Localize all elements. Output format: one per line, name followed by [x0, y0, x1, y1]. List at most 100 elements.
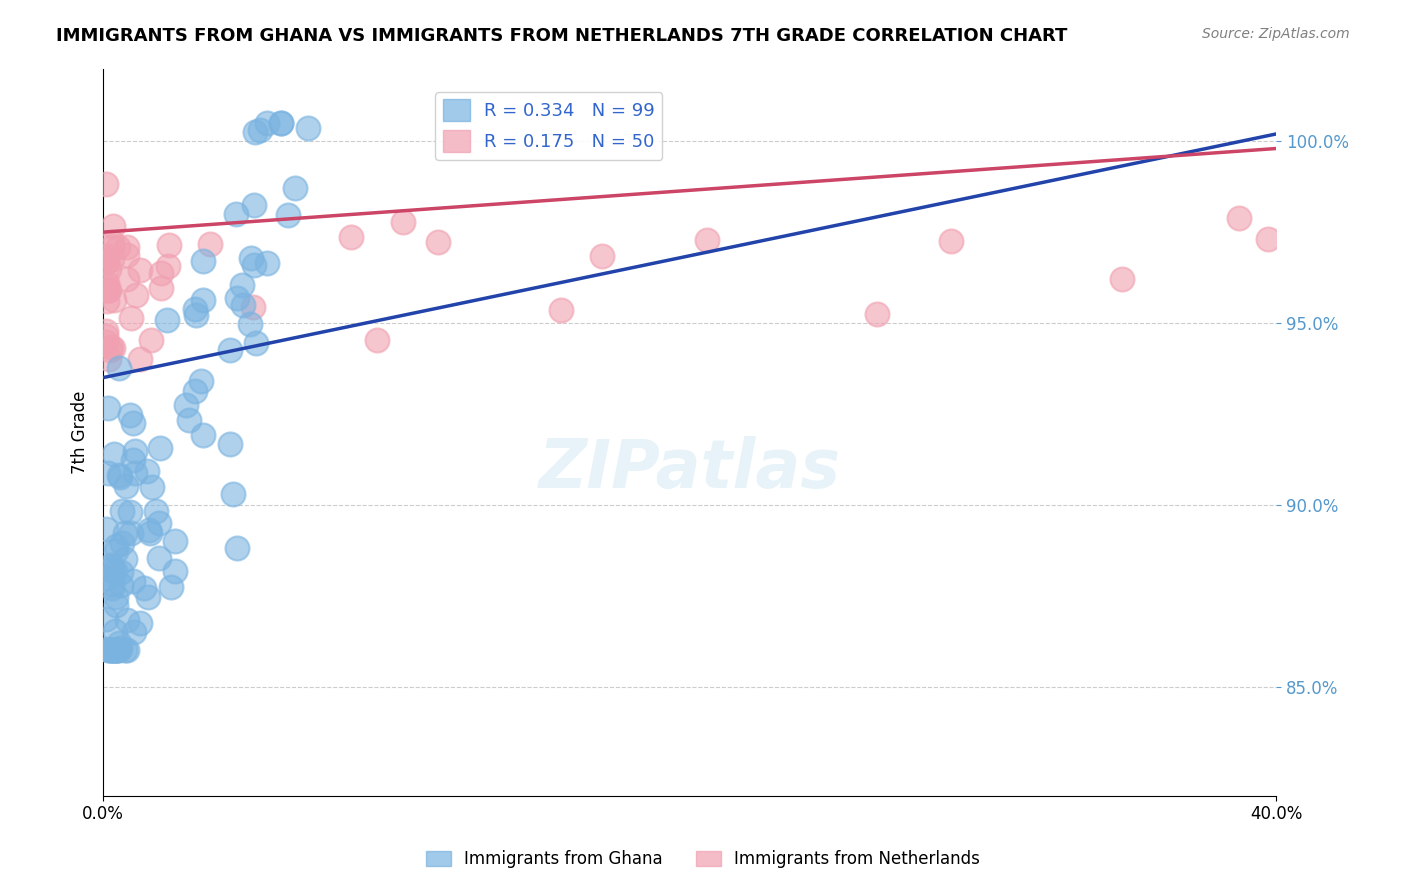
Point — [550, 302, 572, 317]
Point — [100, 643, 122, 657]
Point — [105, 643, 128, 657]
Point — [104, 624, 127, 639]
Point — [103, 447, 125, 461]
Point — [124, 443, 146, 458]
Point — [115, 643, 138, 657]
Point — [94, 334, 117, 349]
Point — [120, 505, 142, 519]
Y-axis label: 7th Grade: 7th Grade — [72, 391, 89, 474]
Point — [141, 333, 163, 347]
Point — [136, 590, 159, 604]
Point — [129, 616, 152, 631]
Point — [191, 293, 214, 307]
Point — [120, 311, 142, 326]
Point — [128, 352, 150, 367]
Point — [134, 581, 156, 595]
Point — [122, 624, 145, 639]
Legend: Immigrants from Ghana, Immigrants from Netherlands: Immigrants from Ghana, Immigrants from N… — [419, 844, 987, 875]
Point — [243, 258, 266, 272]
Point — [101, 560, 124, 574]
Point — [115, 613, 138, 627]
Point — [97, 401, 120, 415]
Point — [1227, 211, 1250, 225]
Point — [98, 343, 121, 357]
Point — [94, 642, 117, 657]
Point — [136, 465, 159, 479]
Point — [232, 298, 254, 312]
Point — [94, 329, 117, 343]
Point — [157, 238, 180, 252]
Point — [108, 643, 131, 657]
Point — [243, 125, 266, 139]
Point — [96, 294, 118, 309]
Point — [392, 215, 415, 229]
Point — [107, 467, 129, 482]
Point — [100, 340, 122, 354]
Point — [256, 256, 278, 270]
Point — [297, 120, 319, 135]
Point — [149, 441, 172, 455]
Point — [94, 277, 117, 292]
Point — [159, 580, 181, 594]
Point — [191, 254, 214, 268]
Point — [141, 480, 163, 494]
Point — [226, 291, 249, 305]
Point — [239, 317, 262, 331]
Point — [114, 526, 136, 541]
Point — [114, 643, 136, 657]
Point — [222, 487, 245, 501]
Point — [198, 237, 221, 252]
Point — [94, 522, 117, 536]
Point — [96, 255, 118, 269]
Point — [120, 526, 142, 541]
Point — [249, 122, 271, 136]
Point — [340, 230, 363, 244]
Point — [122, 416, 145, 430]
Point — [174, 398, 197, 412]
Point — [105, 598, 128, 612]
Point — [97, 283, 120, 297]
Point — [139, 526, 162, 541]
Point — [98, 563, 121, 577]
Point — [145, 504, 167, 518]
Point — [94, 256, 117, 270]
Text: ZIPatlas: ZIPatlas — [538, 435, 841, 501]
Point — [939, 235, 962, 249]
Point — [696, 233, 718, 247]
Point — [122, 574, 145, 588]
Point — [107, 636, 129, 650]
Point — [284, 181, 307, 195]
Point — [97, 467, 120, 481]
Point — [122, 452, 145, 467]
Point — [103, 293, 125, 307]
Point — [96, 276, 118, 290]
Point — [105, 643, 128, 657]
Point — [101, 577, 124, 591]
Point — [866, 307, 889, 321]
Point — [101, 643, 124, 657]
Point — [163, 564, 186, 578]
Point — [242, 300, 264, 314]
Point — [101, 239, 124, 253]
Point — [165, 534, 187, 549]
Point — [366, 333, 388, 347]
Point — [101, 581, 124, 595]
Point — [110, 470, 132, 484]
Point — [115, 272, 138, 286]
Point — [96, 283, 118, 297]
Point — [110, 566, 132, 580]
Point — [177, 413, 200, 427]
Point — [184, 384, 207, 398]
Point — [150, 266, 173, 280]
Text: IMMIGRANTS FROM GHANA VS IMMIGRANTS FROM NETHERLANDS 7TH GRADE CORRELATION CHART: IMMIGRANTS FROM GHANA VS IMMIGRANTS FROM… — [56, 27, 1067, 45]
Point — [114, 551, 136, 566]
Point — [108, 360, 131, 375]
Point — [104, 544, 127, 558]
Point — [231, 277, 253, 292]
Point — [270, 116, 292, 130]
Point — [105, 643, 128, 657]
Point — [110, 504, 132, 518]
Point — [105, 539, 128, 553]
Point — [148, 551, 170, 566]
Point — [111, 535, 134, 549]
